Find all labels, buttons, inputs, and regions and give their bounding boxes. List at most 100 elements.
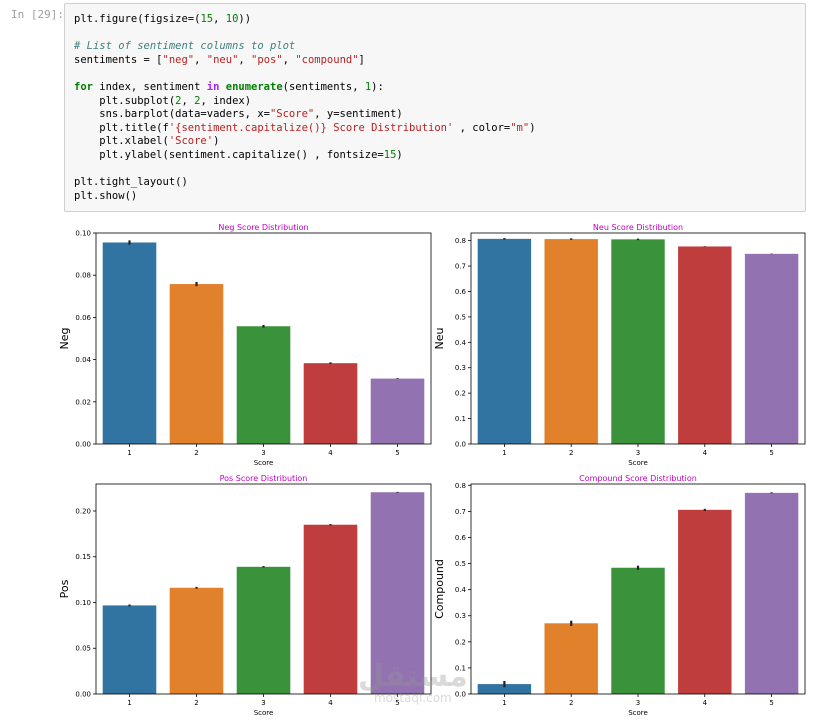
x-tick-label: 3 bbox=[261, 449, 265, 457]
code-token: plt.title(f bbox=[74, 121, 169, 134]
code-token: ) bbox=[529, 121, 536, 134]
bar-score-5 bbox=[370, 378, 425, 444]
code-token: , index) bbox=[200, 94, 252, 107]
code-token: 'Score' bbox=[168, 135, 214, 148]
code-token: index, sentiment bbox=[92, 80, 207, 93]
bar-score-2 bbox=[544, 623, 598, 694]
code-line: plt.show() bbox=[74, 190, 137, 202]
bar-score-5 bbox=[370, 492, 425, 694]
code-token: 10 bbox=[225, 13, 239, 25]
code-line: plt.figure(figsize=(15, 10)) bbox=[74, 13, 251, 25]
x-tick-label: 5 bbox=[769, 449, 773, 457]
code-token: ) bbox=[396, 148, 403, 161]
plot-frame bbox=[95, 232, 432, 445]
bar-score-2 bbox=[544, 239, 598, 444]
code-token: plt.ylabel(sentiment.capitalize() , font… bbox=[74, 148, 384, 161]
code-line: # List of sentiment columns to plot bbox=[74, 40, 295, 52]
subplot-neg: Neg Score Distribution 1 2 3 4 5 0.00 0.02 0.04 0… bbox=[58, 223, 432, 467]
y-tick-label: 0.05 bbox=[75, 645, 91, 653]
code-token: , y=sentiment) bbox=[314, 108, 403, 121]
bar-score-4 bbox=[303, 524, 358, 694]
chart-title: Pos Score Distribution bbox=[220, 474, 308, 483]
code-token: plt.tight_layout() bbox=[74, 176, 188, 189]
y-tick-label: 0.0 bbox=[455, 691, 466, 699]
x-axis-label: Score bbox=[628, 459, 648, 467]
x-tick-label: 2 bbox=[569, 449, 573, 457]
code-block[interactable]: plt.figure(figsize=(15, 10)) # List of s… bbox=[74, 13, 536, 203]
code-token: plt.figure(figsize=( bbox=[74, 13, 201, 25]
bar-score-3 bbox=[611, 239, 665, 444]
code-token: enumerate bbox=[225, 80, 283, 93]
code-token: 2 bbox=[175, 94, 182, 107]
y-tick-label: 0.2 bbox=[455, 638, 466, 646]
y-tick-label: 0.2 bbox=[455, 390, 466, 398]
bar-score-5 bbox=[744, 253, 799, 444]
bar-score-4 bbox=[678, 246, 732, 444]
x-tick-label: 1 bbox=[502, 699, 506, 707]
x-tick-label: 4 bbox=[328, 699, 333, 707]
code-token: sentiments = [ bbox=[74, 53, 163, 66]
code-token: , bbox=[282, 53, 296, 66]
code-token: sns.barplot(data=vaders, x= bbox=[74, 108, 270, 121]
code-token: "neg" bbox=[162, 53, 195, 66]
plot-frame bbox=[470, 483, 806, 695]
y-tick-label: 0.06 bbox=[75, 314, 91, 322]
y-tick-label: 0.10 bbox=[75, 599, 91, 607]
code-token: in bbox=[206, 80, 220, 93]
bar-score-4 bbox=[303, 363, 358, 444]
x-tick-label: 2 bbox=[194, 699, 198, 707]
x-axis-label: Score bbox=[254, 459, 274, 467]
y-tick-label: 0.8 bbox=[455, 237, 466, 245]
code-token: "Score" bbox=[269, 108, 315, 121]
code-token: plt.subplot( bbox=[74, 94, 176, 107]
code-token: '{sentiment.capitalize()} Score Distribu… bbox=[168, 121, 454, 134]
code-token: 15 bbox=[200, 13, 214, 25]
y-axis-label: Neu bbox=[433, 328, 446, 350]
code-token: "neu" bbox=[206, 53, 239, 66]
y-tick-label: 0.10 bbox=[75, 230, 91, 238]
code-line: for index, sentiment in enumerate(sentim… bbox=[74, 81, 384, 93]
bar-score-3 bbox=[236, 326, 291, 444]
code-cell[interactable]: plt.figure(figsize=(15, 10)) # List of s… bbox=[64, 3, 806, 212]
code-token: "m" bbox=[510, 121, 530, 134]
code-line: plt.title(f'{sentiment.capitalize()} Sco… bbox=[74, 121, 536, 134]
code-token: 2 bbox=[194, 94, 201, 107]
x-tick-label: 5 bbox=[769, 699, 773, 707]
code-token: ): bbox=[371, 80, 384, 93]
watermark-url: mostaql.com bbox=[373, 691, 452, 705]
code-line: sentiments = ["neg", "neu", "pos", "comp… bbox=[74, 54, 365, 66]
y-tick-label: 0.7 bbox=[455, 508, 466, 516]
x-tick-label: 1 bbox=[127, 449, 131, 457]
code-line: plt.tight_layout() bbox=[74, 176, 188, 188]
x-tick-label: 4 bbox=[703, 699, 708, 707]
subplot-compound: Compound Score Distribution 1 2 3 4 5 0.0 0.1 0.… bbox=[433, 474, 806, 717]
code-token: 15 bbox=[383, 148, 397, 161]
bar-score-3 bbox=[611, 567, 665, 694]
code-token: , bbox=[238, 53, 252, 66]
x-axis-label: Score bbox=[254, 709, 274, 717]
bar-score-5 bbox=[744, 492, 799, 694]
bar-score-1 bbox=[102, 242, 157, 444]
code-token: ) bbox=[213, 135, 220, 148]
code-line: plt.ylabel(sentiment.capitalize() , font… bbox=[74, 148, 403, 161]
y-tick-label: 0.00 bbox=[75, 691, 91, 699]
code-token: (sentiments, bbox=[282, 80, 365, 93]
cell-prompt: In [29]: bbox=[11, 8, 64, 21]
x-tick-label: 5 bbox=[395, 449, 399, 457]
bar-score-1 bbox=[102, 605, 157, 694]
y-tick-label: 0.15 bbox=[75, 553, 91, 561]
x-tick-label: 3 bbox=[636, 449, 640, 457]
x-tick-label: 2 bbox=[194, 449, 198, 457]
plot-frame bbox=[95, 483, 432, 695]
code-token: 1 bbox=[364, 80, 372, 93]
y-tick-label: 0.20 bbox=[75, 507, 91, 515]
y-tick-label: 0.00 bbox=[75, 441, 91, 449]
y-axis-label: Pos bbox=[58, 579, 71, 598]
y-tick-label: 0.5 bbox=[455, 313, 466, 321]
x-tick-label: 4 bbox=[703, 449, 708, 457]
y-tick-label: 0.02 bbox=[75, 398, 91, 406]
code-token: )) bbox=[238, 13, 252, 25]
code-line: plt.xlabel('Score') bbox=[74, 135, 219, 147]
y-tick-label: 0.3 bbox=[455, 364, 466, 372]
